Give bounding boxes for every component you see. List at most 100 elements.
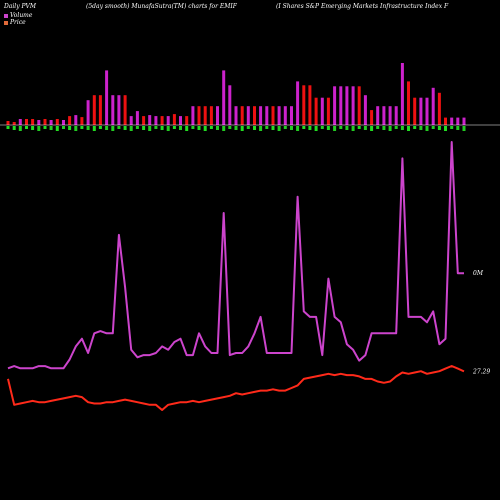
volume-bar bbox=[283, 106, 287, 125]
volume-bar bbox=[425, 97, 429, 125]
volume-bar bbox=[419, 97, 423, 125]
volume-bar-lower bbox=[462, 126, 466, 131]
volume-bar-lower bbox=[154, 126, 158, 129]
volume-bar-lower bbox=[98, 126, 102, 129]
volume-bar bbox=[345, 86, 349, 125]
legend-price-label: Price bbox=[10, 19, 26, 26]
volume-bar bbox=[333, 86, 337, 125]
volume-bar-lower bbox=[80, 126, 84, 129]
volume-bar-lower bbox=[265, 126, 269, 129]
volume-bar bbox=[265, 106, 269, 125]
volume-bar-lower bbox=[320, 126, 324, 129]
volume-bar-lower bbox=[209, 126, 213, 129]
volume-bar bbox=[98, 95, 102, 125]
volume-bar-lower bbox=[290, 126, 293, 130]
volume-bar-lower bbox=[407, 126, 410, 131]
volume-bar-lower bbox=[456, 126, 460, 130]
volume-bar bbox=[166, 116, 170, 125]
volume-bar bbox=[271, 106, 275, 125]
volume-bar-lower bbox=[388, 126, 392, 131]
volume-bar-lower bbox=[117, 126, 121, 129]
volume-bar bbox=[308, 85, 312, 125]
volume-bar-lower bbox=[129, 126, 133, 131]
volume-bar bbox=[148, 115, 152, 125]
volume-bar bbox=[6, 121, 10, 125]
volume-bar-lower bbox=[259, 126, 263, 131]
volume-bar bbox=[203, 106, 207, 125]
legend-price: Price bbox=[4, 19, 26, 26]
volume-bar-lower bbox=[111, 126, 115, 131]
volume-bar-lower bbox=[314, 126, 318, 131]
volume-bar-lower bbox=[400, 126, 404, 130]
volume-bar bbox=[86, 100, 90, 125]
volume-bar-lower bbox=[105, 126, 109, 130]
volume-bar-lower bbox=[308, 126, 312, 130]
volume-bar bbox=[296, 81, 300, 125]
legend-volume-swatch bbox=[4, 13, 8, 18]
volume-bar bbox=[117, 95, 121, 125]
volume-bar-lower bbox=[283, 126, 287, 129]
volume-bar-lower bbox=[62, 126, 65, 129]
volume-bar-lower bbox=[203, 126, 207, 131]
volume-bar-lower bbox=[345, 126, 349, 130]
volume-bar bbox=[222, 70, 226, 125]
volume-bar-lower bbox=[68, 126, 72, 130]
volume-bar bbox=[444, 117, 447, 125]
volume-bar bbox=[18, 119, 22, 125]
volume-bar bbox=[154, 116, 158, 125]
volume-bar-lower bbox=[234, 126, 238, 130]
volume-bar-lower bbox=[43, 126, 47, 129]
volume-bar bbox=[49, 120, 53, 125]
volume-bar-lower bbox=[277, 126, 281, 131]
volume-bar bbox=[290, 106, 293, 125]
volume-bar bbox=[129, 116, 133, 125]
volume-bar-lower bbox=[148, 126, 152, 131]
volume-bar bbox=[456, 117, 460, 125]
volume-bar-lower bbox=[74, 126, 78, 131]
volume-bar-lower bbox=[437, 126, 441, 130]
volume-bar bbox=[277, 106, 281, 125]
volume-bar-lower bbox=[444, 126, 447, 131]
volume-bar bbox=[142, 116, 146, 125]
volume-bar-lower bbox=[166, 126, 170, 131]
volume-bar-lower bbox=[222, 126, 226, 131]
volume-bar-lower bbox=[142, 126, 146, 130]
volume-bar-lower bbox=[240, 126, 244, 131]
volume-bar bbox=[351, 86, 355, 125]
volume-bar-lower bbox=[253, 126, 256, 130]
volume-bar bbox=[12, 122, 16, 125]
volume-bar bbox=[363, 95, 367, 125]
volume-bar-lower bbox=[86, 126, 90, 130]
volume-bar bbox=[370, 110, 374, 125]
volume-bar bbox=[111, 95, 115, 125]
volume-bar bbox=[259, 106, 263, 125]
volume-bar bbox=[253, 106, 256, 125]
volume-bar bbox=[314, 97, 318, 125]
volume-bar-lower bbox=[92, 126, 96, 131]
volume-bar-lower bbox=[333, 126, 337, 131]
volume-bar bbox=[62, 120, 65, 125]
volume-bar bbox=[413, 97, 417, 125]
volume-bar bbox=[172, 114, 176, 125]
volume-bar-lower bbox=[419, 126, 423, 130]
volume-bar bbox=[209, 106, 213, 125]
volume-bar bbox=[179, 116, 182, 125]
volume-bar-lower bbox=[216, 126, 219, 130]
volume-bar-lower bbox=[363, 126, 367, 130]
volume-bar-lower bbox=[49, 126, 53, 130]
price-line bbox=[7, 365, 465, 411]
volume-bar bbox=[135, 111, 139, 125]
volume-bar bbox=[160, 116, 164, 125]
volume-bar bbox=[462, 117, 466, 125]
volume-bar-lower bbox=[12, 126, 16, 130]
volume-bar-lower bbox=[185, 126, 189, 131]
volume-bar-lower bbox=[160, 126, 164, 130]
volume-bar bbox=[191, 106, 195, 125]
volume-bar-lower bbox=[25, 126, 28, 129]
volume-bar-lower bbox=[197, 126, 201, 130]
volume-bar bbox=[31, 119, 35, 125]
chart-header-left: Daily PVM bbox=[4, 3, 37, 10]
volume-bar-lower bbox=[351, 126, 355, 131]
volume-bar bbox=[400, 63, 404, 125]
volume-bar-lower bbox=[296, 126, 300, 131]
